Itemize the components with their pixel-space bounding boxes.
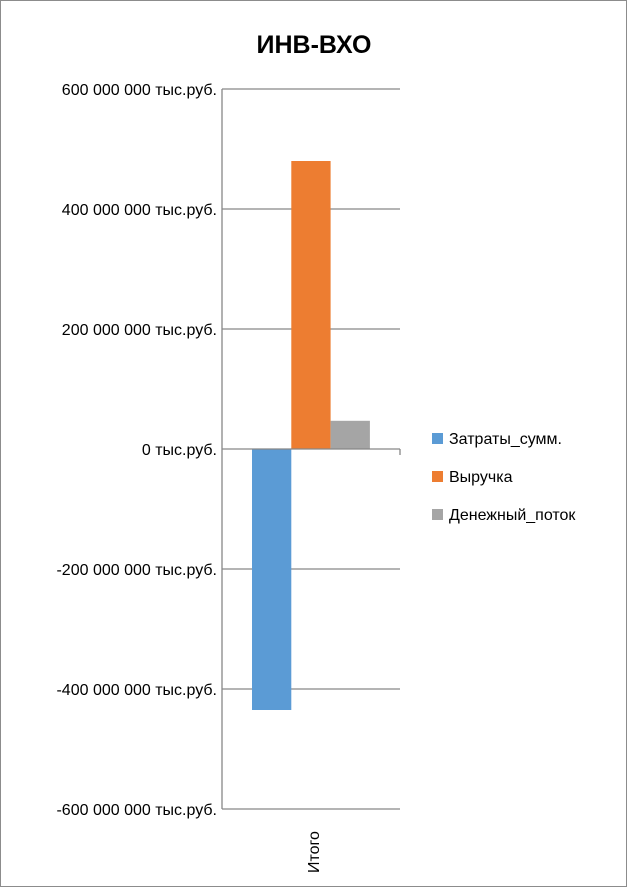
- y-tick-label: -200 000 000 тыс.руб.: [56, 562, 217, 579]
- legend-label: Денежный_поток: [449, 507, 576, 524]
- y-tick-label: -400 000 000 тыс.руб.: [56, 682, 217, 699]
- chart-title: ИНВ-ВХО: [257, 31, 372, 59]
- x-category-label: Итого: [306, 831, 323, 873]
- y-tick-label: 600 000 000 тыс.руб.: [62, 82, 217, 99]
- legend-swatch: [432, 433, 443, 444]
- bar-2: [291, 161, 331, 449]
- y-tick-label: 200 000 000 тыс.руб.: [62, 322, 217, 339]
- legend-swatch: [432, 471, 443, 482]
- y-tick-label: -600 000 000 тыс.руб.: [56, 802, 217, 819]
- legend-swatch: [432, 509, 443, 520]
- y-tick-label: 400 000 000 тыс.руб.: [62, 202, 217, 219]
- bar-3: [330, 420, 370, 449]
- y-tick-label: 0 тыс.руб.: [142, 442, 217, 459]
- legend-label: Выручка: [449, 469, 513, 486]
- bar-1: [252, 449, 292, 710]
- legend-label: Затраты_сумм.: [449, 431, 562, 448]
